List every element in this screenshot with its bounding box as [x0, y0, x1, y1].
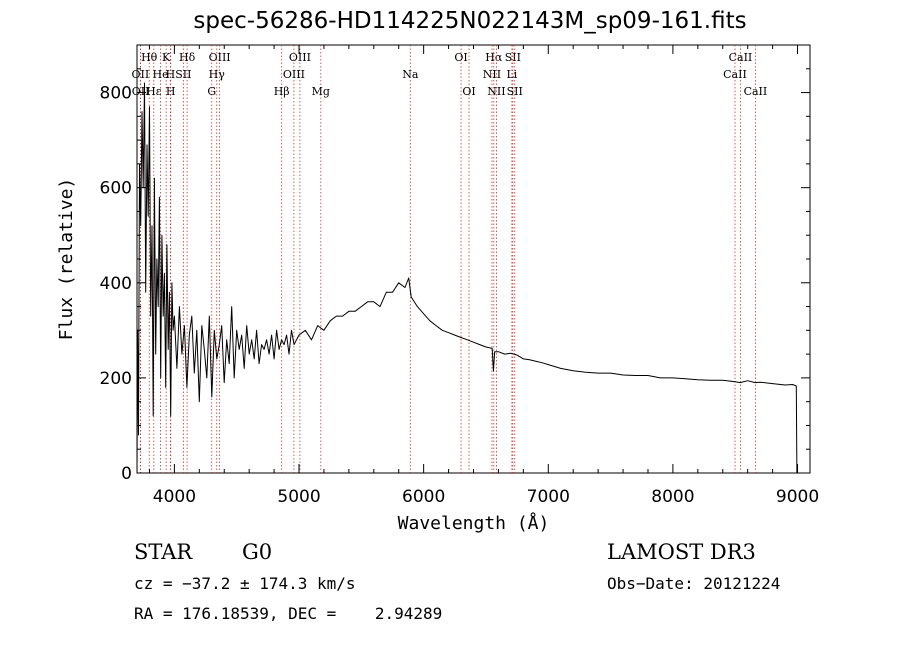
x-tick-label: 5000: [277, 487, 320, 507]
y-axis-label: Flux (relative): [56, 178, 77, 341]
y-tick-label: 600: [100, 179, 132, 199]
x-tick-label: 7000: [527, 487, 570, 507]
x-tick-label: 8000: [651, 487, 694, 507]
line-marker-label: Na: [402, 68, 419, 81]
line-marker-label: Hβ: [274, 85, 290, 98]
y-tick-label: 0: [121, 464, 132, 484]
line-marker-label: K: [162, 51, 171, 64]
line-marker-label: NII: [487, 85, 505, 98]
plot-frame: [136, 44, 811, 474]
line-marker-label: CaII: [723, 68, 747, 81]
line-marker-label: CaII: [744, 85, 768, 98]
line-marker-label: OIII: [283, 68, 305, 81]
x-tick-label: 4000: [153, 487, 196, 507]
line-marker-label: G: [207, 85, 216, 98]
line-marker-label: Mg: [312, 85, 330, 98]
x-axis-label: Wavelength (Å): [398, 512, 550, 534]
coordinates: RA = 176.18539, DEC = 2.94289: [134, 604, 443, 623]
survey-name: LAMOST DR3: [607, 540, 756, 564]
y-tick-label: 200: [100, 369, 132, 389]
line-marker-label: SII: [507, 85, 523, 98]
object-type: STAR: [134, 540, 193, 564]
line-marker-label: Hα: [485, 51, 503, 64]
line-marker-label: Hε: [146, 85, 162, 98]
line-marker-label: NII: [483, 68, 501, 81]
x-tick-label: 6000: [402, 487, 445, 507]
line-marker-label: SII: [505, 51, 521, 64]
observation-date: Obs−Date: 20121224: [607, 574, 781, 593]
x-tick-label: 9000: [776, 487, 819, 507]
y-tick-label: 400: [100, 274, 132, 294]
line-marker-label: He: [153, 68, 169, 81]
y-tick-label: 800: [100, 84, 132, 104]
subclass: G0: [242, 540, 273, 564]
spectrum-line: [136, 82, 798, 474]
line-marker-label: Hδ: [179, 51, 196, 64]
line-marker-label: H: [166, 85, 176, 98]
line-marker-label: Hγ: [209, 68, 226, 81]
line-marker-label: CaII: [729, 51, 753, 64]
line-marker-label: OI: [454, 51, 467, 64]
line-marker-label: OIII: [209, 51, 231, 64]
line-marker-label: Hθ: [141, 51, 158, 64]
line-marker-label: OI: [462, 85, 475, 98]
line-marker-label: OIII: [289, 51, 311, 64]
line-marker-label: SII: [175, 68, 191, 81]
redshift-cz: cz = −37.2 ± 174.3 km/s: [134, 574, 356, 593]
line-marker-label: Li: [506, 68, 517, 81]
chart-title: spec-56286-HD114225N022143M_sp09-161.fit…: [193, 8, 747, 34]
